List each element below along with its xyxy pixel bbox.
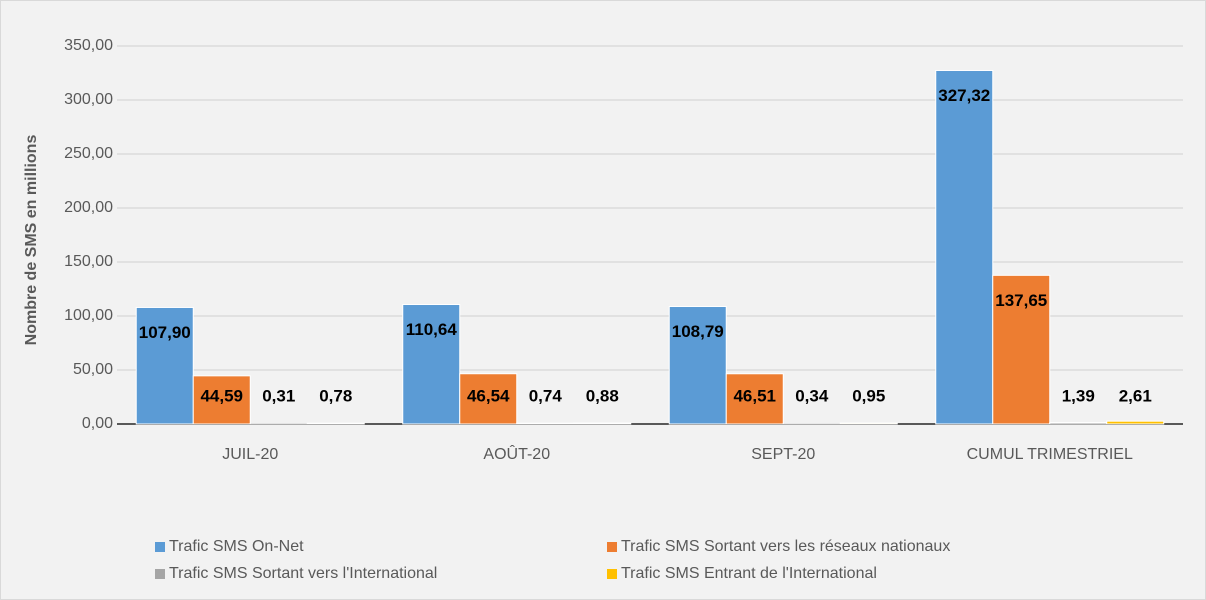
value-label: 2,61 [1119,386,1152,405]
legend-swatch [155,542,165,552]
value-label: 327,32 [938,86,990,105]
bar [192,375,251,425]
value-label: 0,74 [529,386,563,405]
bar [992,274,1051,425]
x-tick-label: AOÛT-20 [483,444,550,463]
value-label: 46,54 [467,386,510,405]
value-label: 44,59 [200,386,243,405]
legend-label: Trafic SMS Sortant vers l'International [169,565,437,582]
y-tick-label: 150,00 [64,253,113,270]
legend-label: Trafic SMS On-Net [169,538,304,555]
value-label: 0,95 [852,386,885,405]
bar [516,422,575,425]
legend-swatch [155,569,165,579]
value-label: 108,79 [672,322,724,341]
y-tick-label: 250,00 [64,145,113,162]
legend-label: Trafic SMS Sortant vers les réseaux nati… [621,538,950,555]
bar [135,306,194,425]
bar [839,422,898,425]
legend-swatch [607,569,617,579]
value-label: 0,34 [795,386,829,405]
value-label: 46,51 [733,386,776,405]
bar [573,422,632,425]
y-tick-label: 300,00 [64,91,113,108]
bar [306,422,365,425]
x-tick-label: CUMUL TRIMESTRIEL [967,446,1133,463]
bar [935,69,994,425]
y-tick-label: 350,00 [64,37,113,54]
bar [1106,420,1165,425]
legend-label: Trafic SMS Entrant de l'International [621,565,877,582]
bar [725,373,784,425]
y-tick-label: 200,00 [64,199,113,216]
value-label: 137,65 [995,291,1047,310]
y-tick-label: 0,00 [82,415,113,432]
y-axis-label: Nombre de SMS en millions [23,135,40,346]
value-label: 0,78 [319,386,352,405]
value-label: 110,64 [406,320,458,339]
legend-swatch [607,542,617,552]
value-label: 107,90 [139,323,191,342]
bar [402,304,461,425]
value-label: 1,39 [1062,386,1095,405]
bar [668,306,727,425]
y-tick-label: 100,00 [64,307,113,324]
x-tick-label: JUIL-20 [222,446,278,463]
value-label: 0,31 [262,386,295,405]
bar [1049,421,1108,425]
x-tick-label: SEPT-20 [751,446,815,463]
bar [459,373,518,425]
y-tick-label: 50,00 [73,361,113,378]
value-label: 0,88 [586,386,619,405]
